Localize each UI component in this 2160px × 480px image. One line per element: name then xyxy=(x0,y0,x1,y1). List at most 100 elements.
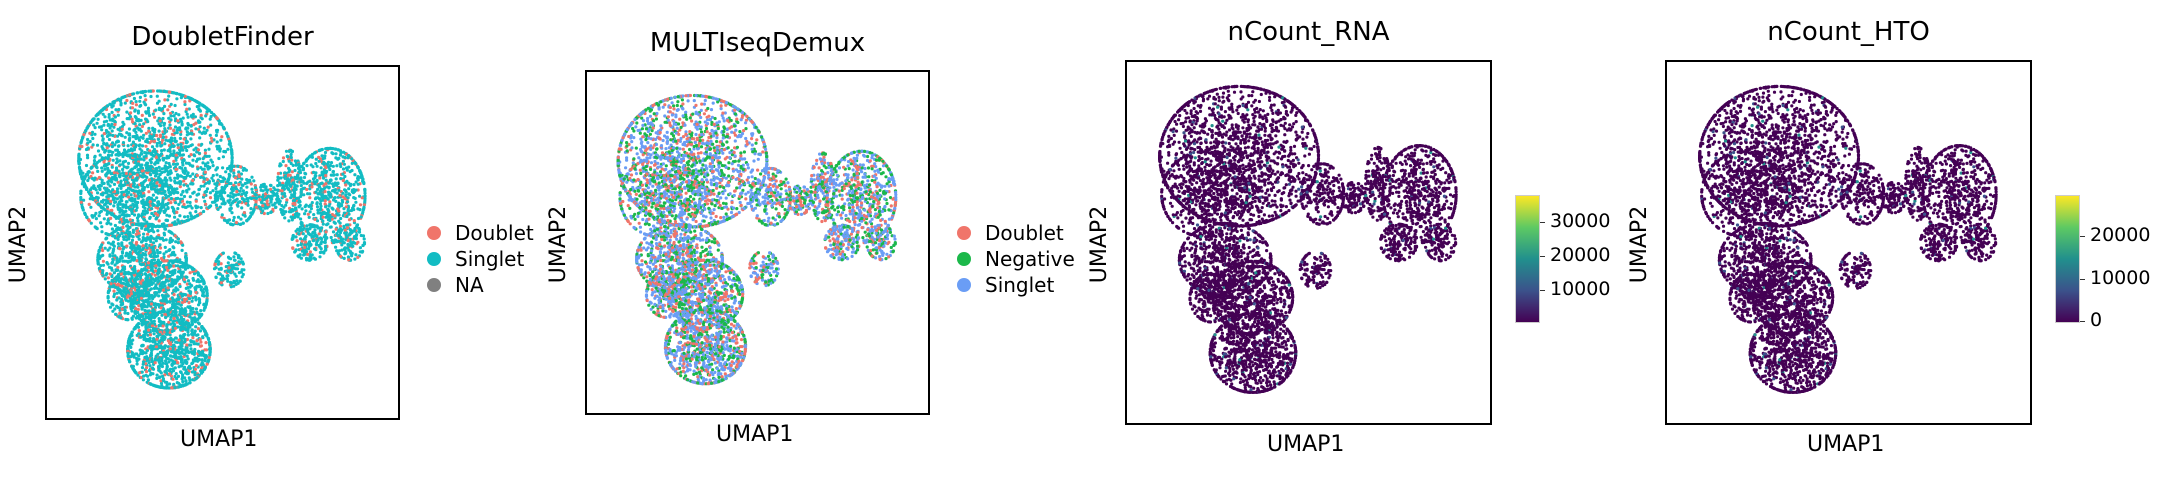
data-point xyxy=(320,181,324,185)
data-point xyxy=(197,104,201,108)
data-point xyxy=(315,205,320,209)
data-point xyxy=(178,258,182,262)
data-point xyxy=(150,258,154,263)
data-point xyxy=(144,339,148,343)
data-point xyxy=(224,170,228,174)
data-point xyxy=(156,206,160,210)
data-point xyxy=(125,188,129,192)
data-point xyxy=(131,228,135,232)
data-point xyxy=(245,191,249,195)
data-point xyxy=(323,202,327,206)
data-point xyxy=(125,131,129,135)
data-point xyxy=(179,193,183,197)
data-point xyxy=(254,196,258,200)
data-point xyxy=(130,330,134,334)
data-point xyxy=(131,120,135,124)
data-point xyxy=(142,232,146,236)
data-point xyxy=(348,228,352,232)
data-point xyxy=(323,154,327,158)
data-point xyxy=(100,225,104,229)
data-point xyxy=(100,169,104,173)
data-point xyxy=(221,179,225,183)
data-point xyxy=(320,147,324,152)
data-point xyxy=(314,242,318,247)
data-point xyxy=(339,254,343,258)
data-point xyxy=(155,373,159,377)
data-point xyxy=(289,196,293,200)
data-point xyxy=(182,137,186,141)
data-point xyxy=(245,178,249,182)
data-point xyxy=(115,291,119,295)
data-point xyxy=(342,162,346,166)
data-point xyxy=(145,284,150,288)
data-point xyxy=(195,150,199,154)
data-point xyxy=(226,167,230,171)
data-point xyxy=(227,218,232,222)
data-point xyxy=(166,139,170,143)
data-point xyxy=(159,144,163,148)
data-point xyxy=(303,171,307,175)
data-point xyxy=(208,133,212,137)
data-point xyxy=(103,167,107,171)
data-point xyxy=(118,128,122,132)
data-point xyxy=(109,242,113,246)
data-point xyxy=(194,364,198,368)
data-point xyxy=(239,172,243,176)
data-point xyxy=(318,190,322,194)
data-point xyxy=(263,192,268,196)
data-point xyxy=(196,100,200,104)
data-point xyxy=(136,307,140,311)
data-point xyxy=(181,190,185,194)
data-point xyxy=(194,210,198,214)
data-point xyxy=(349,208,354,213)
data-point xyxy=(230,187,234,191)
data-point xyxy=(170,231,174,235)
data-point xyxy=(156,137,160,141)
data-point xyxy=(118,206,122,211)
data-point xyxy=(210,139,214,143)
data-point xyxy=(144,131,148,135)
data-point xyxy=(162,255,166,259)
data-point xyxy=(134,356,139,360)
data-point xyxy=(298,227,302,231)
data-point xyxy=(338,153,343,157)
data-point xyxy=(118,311,122,315)
data-point xyxy=(300,165,304,169)
data-point xyxy=(327,185,331,189)
data-point xyxy=(158,250,162,255)
data-point xyxy=(242,211,246,215)
data-point xyxy=(203,359,207,363)
data-point xyxy=(160,184,164,189)
data-point xyxy=(164,161,168,165)
data-point xyxy=(320,240,324,244)
data-point xyxy=(330,212,334,217)
data-point xyxy=(110,110,114,114)
data-point xyxy=(331,230,336,234)
data-point xyxy=(134,232,138,236)
data-point xyxy=(154,283,158,287)
data-point xyxy=(242,191,246,195)
data-point xyxy=(112,182,117,186)
data-point xyxy=(132,96,136,101)
data-point xyxy=(147,237,151,241)
data-point xyxy=(189,153,193,157)
data-point xyxy=(230,155,234,159)
data-point xyxy=(93,154,97,158)
data-point xyxy=(237,260,241,264)
data-point xyxy=(205,362,209,366)
data-point xyxy=(174,111,178,116)
data-point xyxy=(341,172,345,176)
data-point xyxy=(196,127,201,131)
data-point xyxy=(160,167,164,171)
data-point xyxy=(125,238,129,242)
data-point xyxy=(300,239,304,243)
data-point xyxy=(358,194,362,198)
data-point xyxy=(131,366,135,370)
data-point xyxy=(165,213,169,217)
data-point xyxy=(170,259,174,263)
data-point xyxy=(231,218,236,223)
data-point xyxy=(156,254,160,258)
data-point xyxy=(306,212,310,216)
data-point xyxy=(222,277,227,281)
data-point xyxy=(331,147,335,151)
